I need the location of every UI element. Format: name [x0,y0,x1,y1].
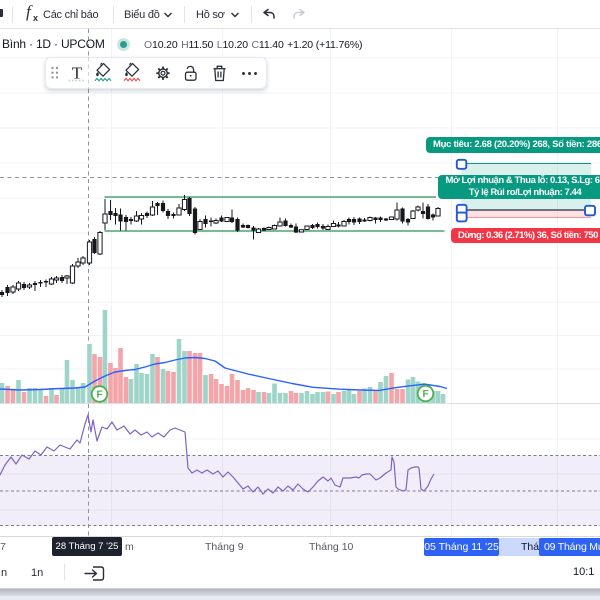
svg-text:F: F [422,389,428,400]
svg-text:F: F [96,390,102,401]
svg-text:T: T [72,64,83,83]
